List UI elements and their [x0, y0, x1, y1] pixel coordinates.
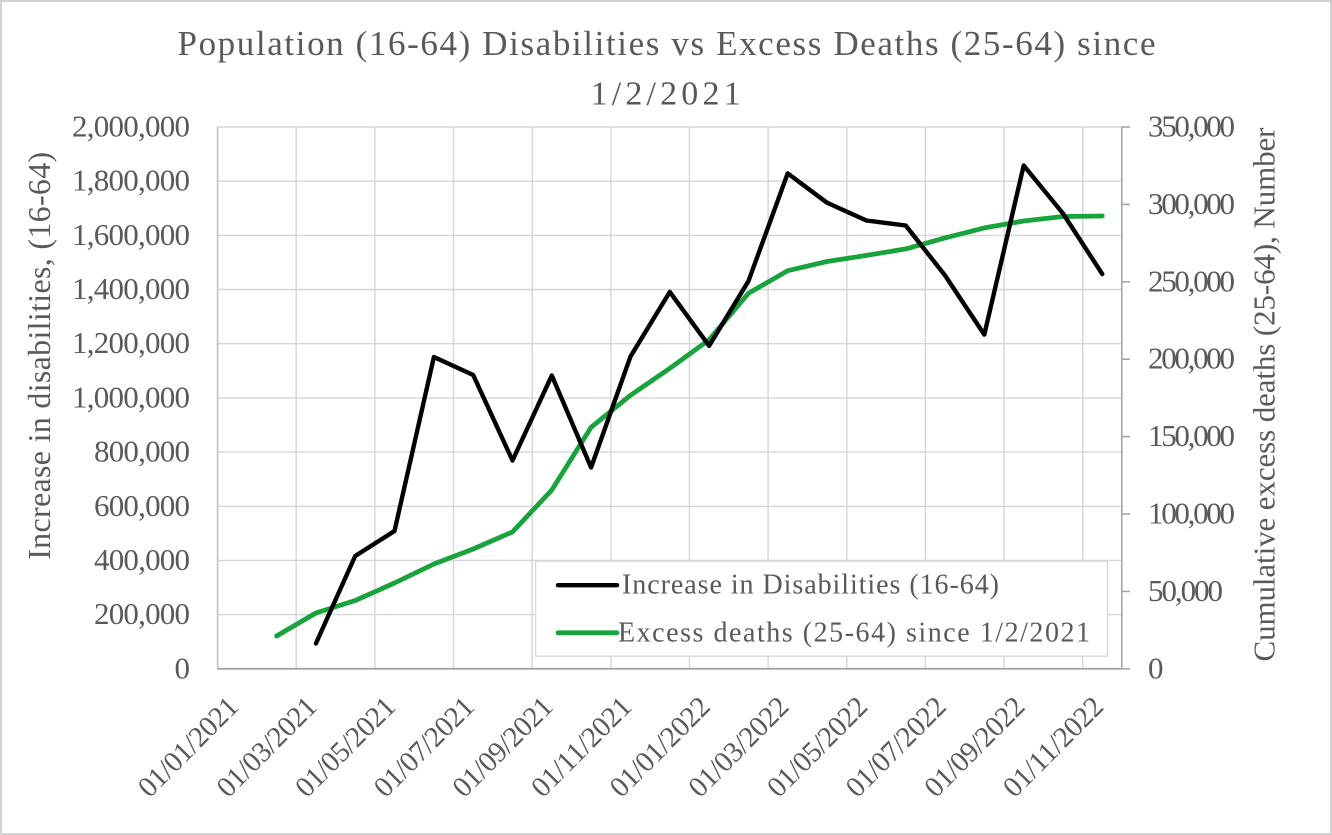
svg-text:Increase in Disabilities (16-6: Increase in Disabilities (16-64) [622, 570, 999, 601]
svg-text:400,000: 400,000 [94, 542, 190, 577]
svg-text:50,000: 50,000 [1148, 573, 1223, 608]
svg-text:150,000: 150,000 [1148, 418, 1235, 453]
svg-text:200,000: 200,000 [94, 596, 190, 631]
svg-text:200,000: 200,000 [1148, 341, 1235, 376]
svg-text:1,400,000: 1,400,000 [72, 271, 190, 306]
svg-text:1/2/2021: 1/2/2021 [591, 76, 741, 113]
svg-text:0: 0 [1148, 650, 1164, 685]
svg-text:100,000: 100,000 [1148, 496, 1235, 531]
svg-text:300,000: 300,000 [1148, 186, 1235, 221]
svg-text:1,600,000: 1,600,000 [72, 217, 190, 252]
svg-text:Cumulative excess deaths (25-6: Cumulative excess deaths (25-64), Number [1247, 127, 1282, 662]
svg-text:1,800,000: 1,800,000 [72, 163, 190, 198]
svg-text:600,000: 600,000 [94, 488, 190, 523]
svg-text:2,000,000: 2,000,000 [72, 109, 190, 144]
svg-text:800,000: 800,000 [94, 434, 190, 469]
svg-text:Excess deaths (25-64) since 1/: Excess deaths (25-64) since 1/2/2021 [618, 618, 1090, 649]
svg-text:Population (16-64) Disabilitie: Population (16-64) Disabilities vs Exces… [178, 24, 1156, 63]
svg-text:250,000: 250,000 [1148, 263, 1235, 298]
svg-text:0: 0 [175, 650, 191, 685]
svg-text:1,200,000: 1,200,000 [72, 325, 190, 360]
svg-text:350,000: 350,000 [1148, 109, 1235, 144]
svg-text:Increase in disabilities, (16-: Increase in disabilities, (16-64) [21, 152, 57, 560]
svg-text:1,000,000: 1,000,000 [72, 379, 190, 414]
